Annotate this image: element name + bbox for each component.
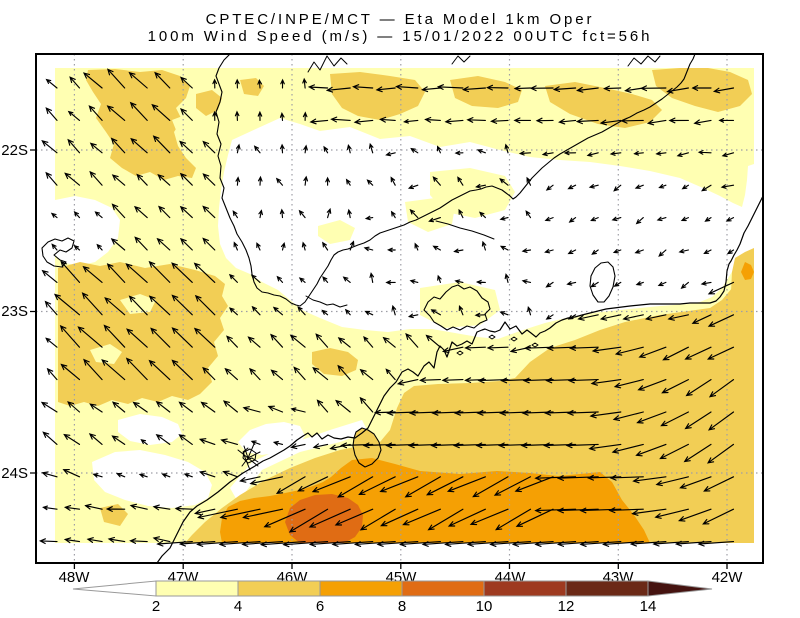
svg-text:100m Wind Speed (m/s) — 15/01/: 100m Wind Speed (m/s) — 15/01/2022 00UTC… [148, 28, 653, 45]
svg-text:42W: 42W [712, 569, 744, 586]
svg-text:4: 4 [234, 598, 242, 615]
svg-text:2: 2 [152, 598, 160, 615]
svg-text:23S: 23S [1, 303, 28, 320]
svg-text:12: 12 [558, 598, 575, 615]
svg-text:14: 14 [640, 598, 657, 615]
svg-text:22S: 22S [1, 142, 28, 159]
svg-text:24S: 24S [1, 465, 28, 482]
svg-text:8: 8 [398, 598, 406, 615]
svg-text:6: 6 [316, 598, 324, 615]
svg-text:10: 10 [476, 598, 493, 615]
svg-text:48W: 48W [59, 569, 91, 586]
svg-text:CPTEC/INPE/MCT — Eta Model 1k: CPTEC/INPE/MCT — Eta Model 1km Oper [206, 11, 595, 28]
